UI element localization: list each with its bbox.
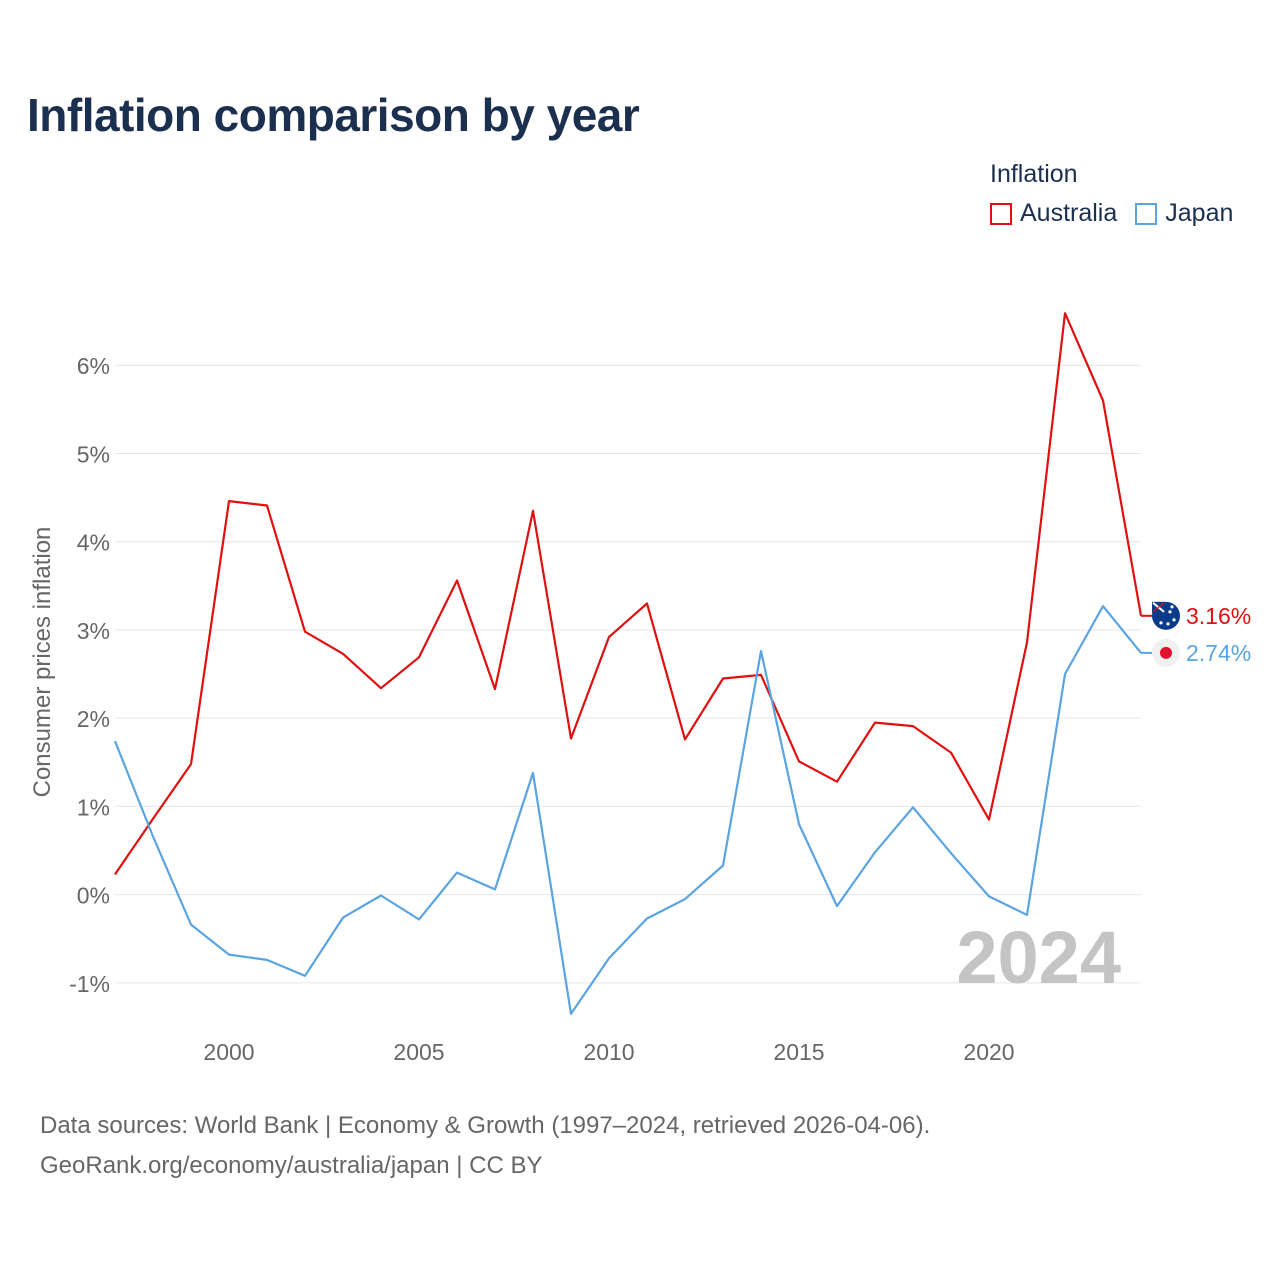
y-tick-label: 0%: [77, 883, 110, 909]
x-tick-label: 2000: [203, 1039, 254, 1065]
flag-sun: [1160, 646, 1172, 659]
flag-star: [1168, 610, 1172, 614]
flag-star: [1166, 622, 1170, 626]
legend-label-japan: Japan: [1165, 199, 1234, 227]
legend: Inflation Australia Japan: [990, 160, 1251, 228]
legend-swatch-japan: [1135, 202, 1158, 225]
flag-star: [1172, 618, 1176, 622]
legend-title: Inflation: [990, 160, 1078, 188]
y-tick-label: 1%: [77, 794, 110, 820]
legend-item-australia[interactable]: Australia: [990, 199, 1117, 228]
y-tick-label: -1%: [69, 971, 110, 997]
footer: Data sources: World Bank | Economy & Gro…: [40, 1106, 930, 1186]
end-value-label-japan: 2.74%: [1186, 640, 1251, 666]
flag-cross-red: [1152, 602, 1165, 613]
x-tick-label: 2015: [773, 1039, 824, 1065]
y-tick-label: 4%: [77, 530, 110, 556]
series-line-australia: [114, 312, 1143, 876]
x-tick-label: 2020: [963, 1039, 1014, 1065]
y-tick-label: 5%: [77, 441, 110, 467]
chart-title: Inflation comparison by year: [27, 89, 640, 141]
legend-item-japan[interactable]: Japan: [1135, 199, 1233, 228]
flag-star: [1170, 605, 1174, 609]
y-axis-label: Consumer prices inflation: [29, 527, 56, 798]
x-tick-label: 2005: [393, 1039, 444, 1065]
legend-swatch-australia: [990, 202, 1012, 225]
y-tick-label: 2%: [77, 706, 110, 732]
footer-attribution[interactable]: GeoRank.org/economy/australia/japan | CC…: [40, 1152, 543, 1179]
y-tick-label: 3%: [77, 618, 110, 644]
flag-star: [1159, 621, 1163, 625]
year-label: 2024: [956, 916, 1121, 999]
series-line-japan: [113, 604, 1142, 1015]
y-tick-label: 6%: [77, 353, 110, 379]
end-value-label-australia: 3.16%: [1186, 603, 1251, 629]
legend-label-australia: Australia: [1020, 199, 1118, 227]
footer-sources: Data sources: World Bank | Economy & Gro…: [40, 1112, 931, 1139]
x-tick-label: 2010: [583, 1039, 634, 1065]
